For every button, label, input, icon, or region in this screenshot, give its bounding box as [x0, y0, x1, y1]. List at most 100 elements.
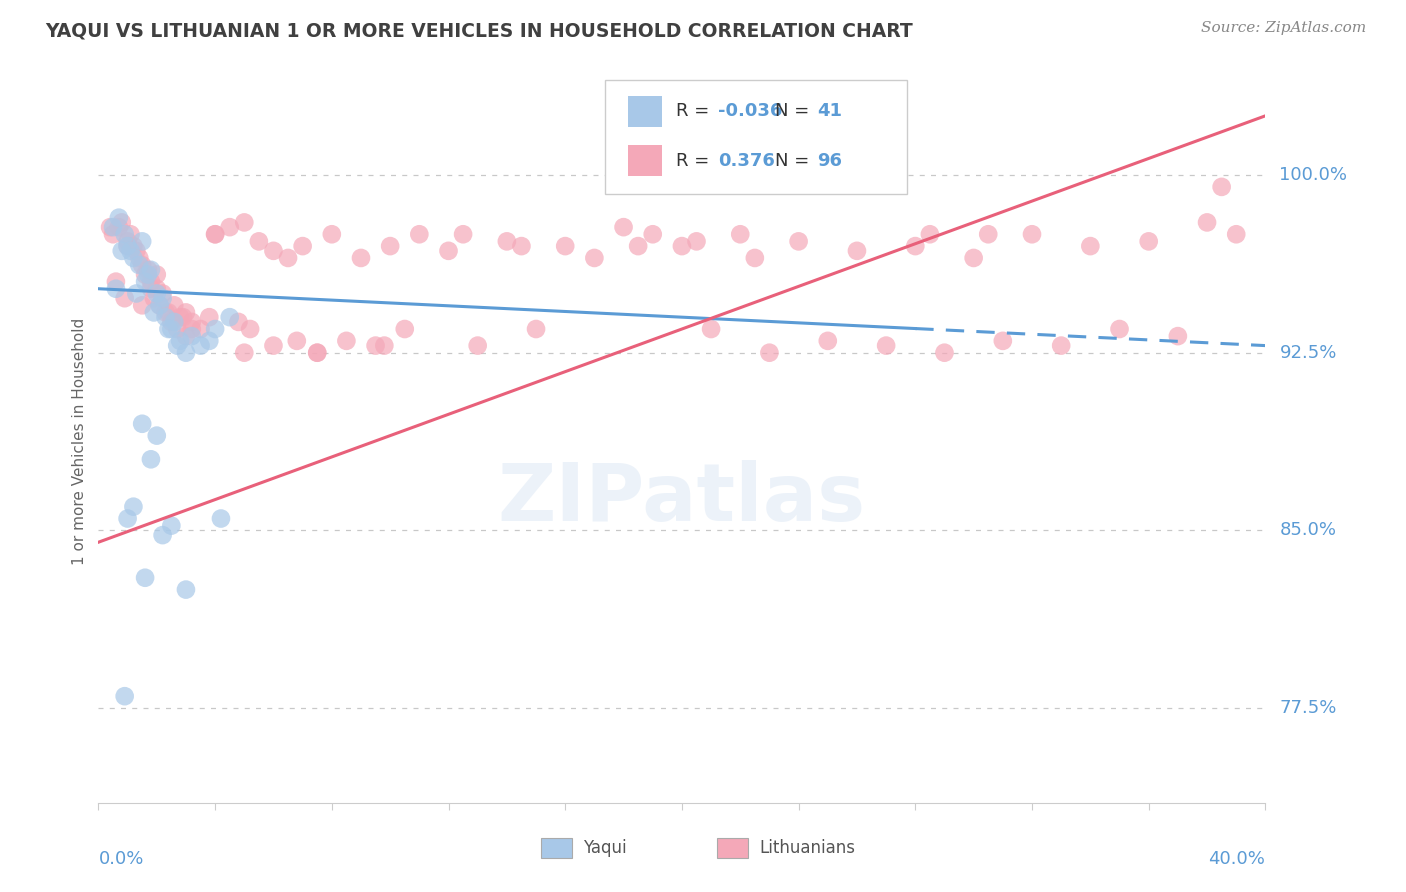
Point: [787, 235, 810, 249]
Text: N =: N =: [775, 103, 808, 120]
Point: [157, 305, 180, 319]
Point: [180, 322, 202, 336]
Point: [204, 227, 226, 242]
Point: [146, 286, 169, 301]
Point: [180, 315, 202, 329]
Point: [408, 227, 430, 242]
Point: [846, 244, 869, 258]
Point: [146, 428, 169, 442]
Point: [114, 291, 136, 305]
Point: [335, 334, 357, 348]
Point: [263, 338, 285, 352]
Text: ZIPatlas: ZIPatlas: [498, 460, 866, 539]
Point: [131, 298, 153, 312]
Point: [172, 310, 194, 325]
Point: [136, 268, 159, 282]
Point: [98, 220, 121, 235]
Point: [307, 345, 329, 359]
Text: N =: N =: [775, 152, 808, 169]
Point: [108, 211, 131, 225]
Point: [918, 227, 941, 242]
Point: [180, 329, 202, 343]
Point: [120, 227, 142, 242]
Point: [155, 305, 177, 319]
Point: [125, 244, 148, 258]
Point: [554, 239, 576, 253]
Text: Yaqui: Yaqui: [583, 839, 627, 857]
Point: [169, 334, 191, 348]
Point: [134, 275, 156, 289]
Point: [496, 235, 519, 249]
Point: [744, 251, 766, 265]
Point: [122, 251, 145, 265]
Point: [117, 511, 139, 525]
Point: [101, 220, 124, 235]
Point: [117, 235, 139, 249]
Point: [380, 239, 402, 253]
Point: [1197, 215, 1219, 229]
Point: [104, 282, 127, 296]
Point: [350, 251, 373, 265]
Point: [111, 244, 134, 258]
Point: [142, 305, 165, 319]
Text: YAQUI VS LITHUANIAN 1 OR MORE VEHICLES IN HOUSEHOLD CORRELATION CHART: YAQUI VS LITHUANIAN 1 OR MORE VEHICLES I…: [45, 21, 912, 40]
Y-axis label: 1 or more Vehicles in Household: 1 or more Vehicles in Household: [72, 318, 87, 566]
Point: [991, 334, 1014, 348]
Point: [685, 235, 707, 249]
Point: [730, 227, 752, 242]
Point: [671, 239, 693, 253]
Point: [190, 338, 212, 352]
Text: Source: ZipAtlas.com: Source: ZipAtlas.com: [1201, 21, 1367, 36]
Point: [451, 227, 474, 242]
Point: [166, 322, 188, 336]
Point: [1021, 227, 1043, 242]
Point: [128, 251, 150, 265]
Point: [1137, 235, 1160, 249]
Point: [437, 244, 460, 258]
Point: [146, 268, 169, 282]
Point: [163, 298, 186, 312]
Text: R =: R =: [676, 152, 710, 169]
Point: [101, 227, 124, 242]
Point: [817, 334, 839, 348]
Point: [139, 452, 162, 467]
Point: [373, 338, 395, 352]
Point: [1211, 180, 1233, 194]
Text: R =: R =: [676, 103, 710, 120]
Point: [142, 291, 165, 305]
Point: [136, 262, 159, 277]
Point: [875, 338, 897, 352]
Point: [321, 227, 343, 242]
Point: [117, 239, 139, 253]
Point: [174, 345, 197, 359]
Point: [134, 268, 156, 282]
Point: [134, 571, 156, 585]
Point: [122, 239, 145, 253]
Text: 41: 41: [817, 103, 842, 120]
Point: [166, 338, 188, 352]
Point: [157, 322, 180, 336]
Point: [641, 227, 664, 242]
Point: [1108, 322, 1130, 336]
Point: [125, 286, 148, 301]
Text: 0.376: 0.376: [718, 152, 775, 169]
Point: [962, 251, 984, 265]
Point: [131, 258, 153, 272]
Point: [218, 310, 240, 325]
Point: [1167, 329, 1189, 343]
Point: [247, 235, 270, 249]
Point: [700, 322, 723, 336]
Point: [139, 275, 162, 289]
Point: [160, 322, 183, 336]
Point: [111, 215, 134, 229]
Text: 92.5%: 92.5%: [1279, 343, 1337, 361]
Point: [904, 239, 927, 253]
Point: [204, 227, 226, 242]
Point: [209, 511, 232, 525]
Point: [233, 215, 256, 229]
Text: 96: 96: [817, 152, 842, 169]
Text: Lithuanians: Lithuanians: [759, 839, 855, 857]
Point: [152, 528, 174, 542]
Point: [277, 251, 299, 265]
Point: [146, 282, 169, 296]
